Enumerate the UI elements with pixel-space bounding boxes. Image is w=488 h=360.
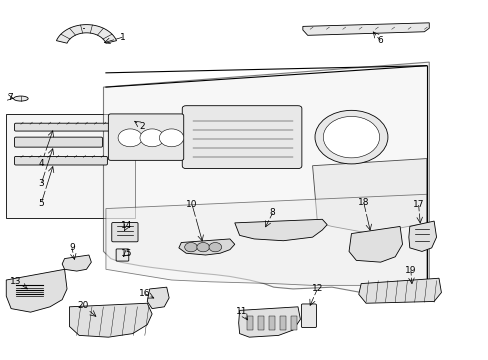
Text: 10: 10 <box>186 200 197 209</box>
Polygon shape <box>408 221 436 251</box>
Circle shape <box>122 121 166 153</box>
FancyBboxPatch shape <box>182 106 301 168</box>
FancyBboxPatch shape <box>15 123 110 131</box>
Polygon shape <box>312 158 426 234</box>
Text: 19: 19 <box>404 266 416 275</box>
FancyBboxPatch shape <box>116 249 128 261</box>
Polygon shape <box>69 303 152 337</box>
Circle shape <box>184 243 197 252</box>
Bar <box>268 316 274 330</box>
Circle shape <box>118 129 142 147</box>
Polygon shape <box>179 239 234 255</box>
Text: 15: 15 <box>121 249 132 258</box>
Text: 17: 17 <box>412 200 424 209</box>
Text: 18: 18 <box>357 198 368 207</box>
Text: 20: 20 <box>77 301 89 310</box>
FancyBboxPatch shape <box>112 222 138 242</box>
Circle shape <box>208 243 221 252</box>
Polygon shape <box>348 226 402 262</box>
Text: 14: 14 <box>121 221 132 230</box>
Polygon shape <box>147 287 169 309</box>
Circle shape <box>116 116 174 158</box>
Polygon shape <box>103 62 428 298</box>
Text: 11: 11 <box>236 307 247 316</box>
Polygon shape <box>56 24 116 43</box>
Circle shape <box>197 243 209 252</box>
Circle shape <box>159 129 183 147</box>
Text: 7: 7 <box>7 93 13 102</box>
Circle shape <box>323 116 379 158</box>
Bar <box>257 316 263 330</box>
Text: 13: 13 <box>10 277 21 286</box>
Text: 9: 9 <box>69 243 75 252</box>
FancyBboxPatch shape <box>15 137 102 147</box>
Polygon shape <box>6 269 67 312</box>
Polygon shape <box>106 194 426 285</box>
Text: 5: 5 <box>38 199 44 208</box>
FancyBboxPatch shape <box>108 114 183 160</box>
FancyBboxPatch shape <box>6 114 135 217</box>
Text: 12: 12 <box>311 284 323 293</box>
Text: 1: 1 <box>120 33 125 42</box>
Text: 2: 2 <box>139 122 145 131</box>
Polygon shape <box>302 23 428 35</box>
Circle shape <box>314 111 387 164</box>
Bar <box>290 316 296 330</box>
Polygon shape <box>238 307 300 337</box>
Text: 8: 8 <box>269 208 275 217</box>
Text: 16: 16 <box>139 289 150 298</box>
Circle shape <box>140 129 164 147</box>
Text: 4: 4 <box>39 159 44 168</box>
Bar <box>246 316 252 330</box>
Polygon shape <box>358 278 441 303</box>
Polygon shape <box>62 255 91 271</box>
FancyBboxPatch shape <box>301 304 316 328</box>
Text: 3: 3 <box>38 179 44 188</box>
Ellipse shape <box>14 96 28 101</box>
Bar <box>279 316 285 330</box>
Text: 6: 6 <box>377 36 383 45</box>
Polygon shape <box>234 219 326 241</box>
FancyBboxPatch shape <box>15 157 107 165</box>
